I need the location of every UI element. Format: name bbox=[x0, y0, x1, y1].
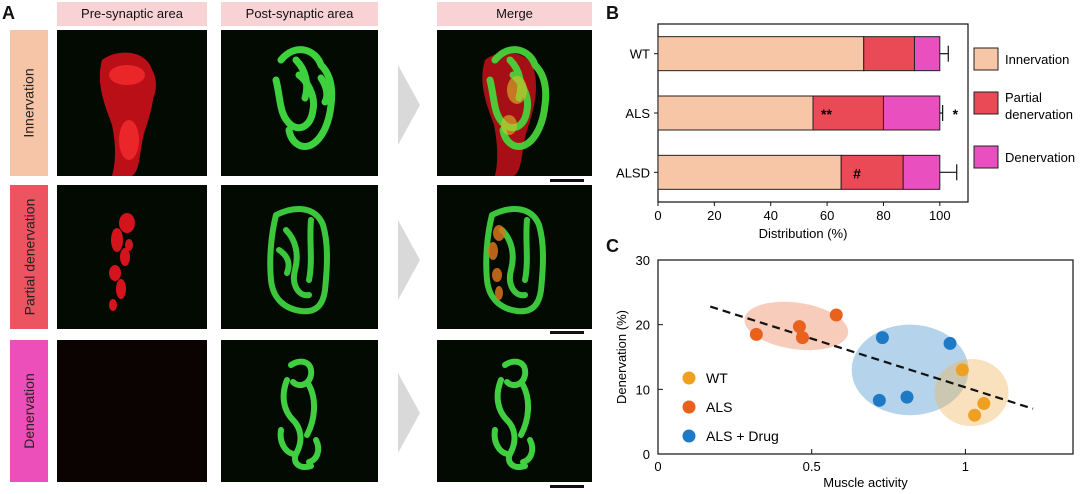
scale-bar-row2 bbox=[550, 331, 584, 334]
arrow-icon bbox=[398, 220, 420, 300]
legend-label: WT bbox=[706, 370, 728, 386]
x-tick-label: 1 bbox=[962, 459, 969, 474]
y-tick-label: 30 bbox=[636, 253, 650, 268]
x-tick-label: 80 bbox=[876, 208, 890, 223]
category-label: ALS bbox=[625, 106, 650, 121]
x-tick-label: 0.5 bbox=[803, 459, 821, 474]
x-tick-label: 20 bbox=[707, 208, 721, 223]
panel-a-letter: A bbox=[2, 3, 15, 23]
row-label-denervation: Denervation bbox=[10, 340, 48, 482]
bar-segment bbox=[657, 95, 814, 131]
column-header-pre-synaptic: Pre-synaptic area bbox=[57, 2, 207, 26]
micrograph-innervation-merge bbox=[437, 30, 592, 176]
scale-bar-row3 bbox=[550, 485, 584, 488]
legend-marker bbox=[682, 400, 696, 414]
plot-frame-c bbox=[657, 259, 1074, 455]
row-label-denervation-text: Denervation bbox=[21, 373, 37, 449]
legend-label: Denervation bbox=[1005, 150, 1075, 165]
micrograph-denervation-pre bbox=[57, 340, 207, 482]
micrograph-partial-merge bbox=[437, 185, 592, 329]
legend-marker bbox=[682, 429, 696, 443]
category-label: WT bbox=[630, 47, 650, 62]
scatter-point bbox=[943, 336, 957, 350]
scatter-point bbox=[900, 390, 914, 404]
bar-segment bbox=[840, 154, 904, 190]
category-label: ALSD bbox=[616, 165, 650, 180]
legend-label: denervation bbox=[1005, 107, 1073, 122]
y-tick-label: 10 bbox=[636, 382, 650, 397]
legend-label: ALS bbox=[706, 399, 732, 415]
legend-swatch bbox=[973, 91, 999, 115]
significance-label: # bbox=[853, 165, 861, 181]
micrograph-partial-post bbox=[221, 185, 378, 329]
x-tick-label: 40 bbox=[763, 208, 777, 223]
panel-c-letter: C bbox=[606, 236, 619, 256]
panel-b-letter: B bbox=[606, 3, 619, 23]
row-label-partial-denervation-text: Partial denervation bbox=[21, 198, 37, 316]
bar-segment bbox=[657, 154, 842, 190]
legend-label: ALS + Drug bbox=[706, 428, 779, 444]
legend-swatch bbox=[973, 47, 999, 71]
micrograph-partial-pre bbox=[57, 185, 207, 329]
y-tick-label: 20 bbox=[636, 318, 650, 333]
micrograph-denervation-merge bbox=[437, 340, 592, 482]
bar-segment bbox=[913, 36, 941, 72]
scatter-point bbox=[795, 331, 809, 345]
legend-label: Partial bbox=[1005, 90, 1042, 105]
scatter-chart: 0 10 20 30 0 0.5 1 Muscle activity Denervation (… bbox=[614, 253, 1074, 490]
row-label-innervation: Innervation bbox=[10, 30, 48, 176]
legend-marker bbox=[682, 371, 696, 385]
y-tick-label: 0 bbox=[643, 447, 650, 462]
x-axis-label: Muscle activity bbox=[823, 475, 908, 490]
scatter-point bbox=[872, 393, 886, 407]
significance-label: * bbox=[953, 106, 959, 122]
legend-swatch bbox=[973, 145, 999, 169]
column-header-post-synaptic: Post-synaptic area bbox=[221, 2, 378, 26]
bar-segment bbox=[863, 36, 915, 72]
x-tick-label: 0 bbox=[654, 208, 661, 223]
bar-segment bbox=[882, 95, 941, 131]
significance-label: ** bbox=[821, 106, 832, 122]
scale-bar-row1 bbox=[550, 179, 584, 182]
scatter-point bbox=[749, 327, 763, 341]
scatter-point bbox=[955, 363, 969, 377]
micrograph-innervation-post bbox=[221, 30, 378, 176]
arrow-icon bbox=[398, 373, 420, 453]
x-axis-label: Distribution (%) bbox=[759, 226, 848, 241]
scatter-point bbox=[792, 320, 806, 334]
row-label-innervation-text: Innervation bbox=[21, 68, 37, 138]
scatter-point bbox=[875, 331, 889, 345]
bar-segment bbox=[657, 36, 865, 72]
group-ellipse bbox=[934, 358, 1009, 427]
micrograph-innervation-pre bbox=[57, 30, 207, 176]
micrograph-denervation-post bbox=[221, 340, 378, 482]
column-header-merge: Merge bbox=[437, 2, 592, 26]
x-tick-label: 0 bbox=[654, 459, 661, 474]
scatter-point bbox=[977, 397, 991, 411]
arrow-icon bbox=[398, 65, 420, 145]
row-label-partial-denervation: Partial denervation bbox=[10, 185, 48, 329]
scatter-point bbox=[829, 308, 843, 322]
x-tick-label: 60 bbox=[820, 208, 834, 223]
trendline bbox=[709, 305, 1034, 410]
scatter-point bbox=[968, 408, 982, 422]
bar-segment bbox=[902, 154, 941, 190]
x-tick-label: 100 bbox=[929, 208, 951, 223]
y-axis-label: Denervation (%) bbox=[614, 310, 629, 404]
legend-label: Innervation bbox=[1005, 52, 1069, 67]
